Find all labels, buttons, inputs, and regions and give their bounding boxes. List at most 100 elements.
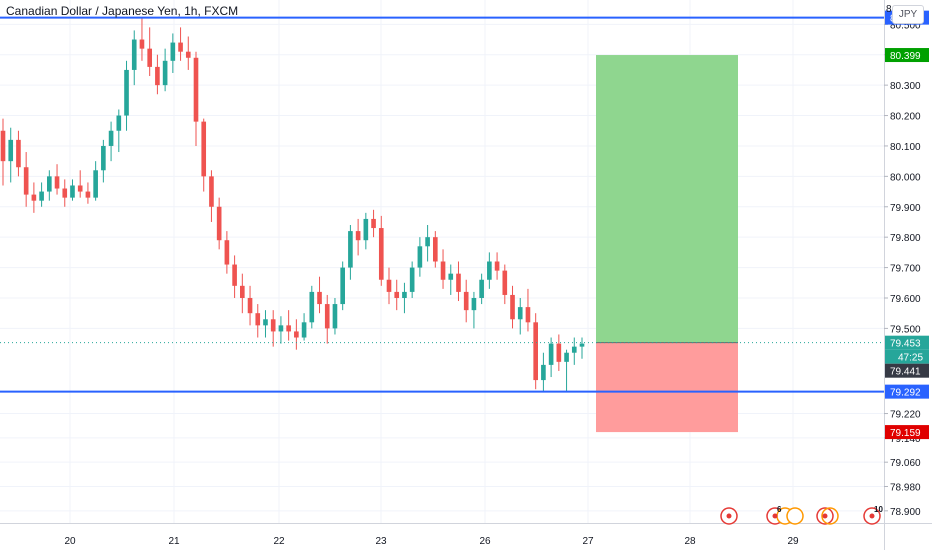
candle-body bbox=[170, 42, 176, 61]
candle-body bbox=[147, 48, 152, 67]
candle-body bbox=[386, 279, 392, 292]
candle-body bbox=[263, 319, 268, 326]
x-tick-label: 28 bbox=[684, 536, 696, 547]
candle-body bbox=[301, 322, 307, 338]
y-tick-label: 79.700 bbox=[890, 264, 921, 275]
y-tick-label: 80.300 bbox=[890, 81, 921, 92]
candle-body bbox=[510, 294, 515, 320]
x-tick-label: 23 bbox=[375, 536, 387, 547]
candle-body bbox=[70, 185, 75, 198]
position-loss-zone[interactable] bbox=[596, 342, 738, 433]
candle-body bbox=[124, 69, 129, 116]
candle-body bbox=[309, 291, 315, 323]
event-marker-dot bbox=[772, 513, 778, 519]
y-tick-label: 80.100 bbox=[890, 142, 921, 153]
candle-body bbox=[0, 130, 6, 162]
x-tick-label: 26 bbox=[479, 536, 491, 547]
last-price-label-bg bbox=[885, 335, 929, 350]
candle-body bbox=[240, 285, 245, 298]
candle-body bbox=[185, 51, 191, 58]
candle-body bbox=[564, 352, 569, 362]
candle-body bbox=[8, 139, 14, 162]
candle-body bbox=[409, 267, 415, 292]
candle-body bbox=[294, 331, 299, 338]
candle-body bbox=[332, 304, 338, 329]
event-marker-dot bbox=[726, 513, 732, 519]
currency-button[interactable]: JPY bbox=[892, 5, 924, 24]
candle-body bbox=[541, 364, 546, 381]
candle-body bbox=[16, 139, 21, 168]
candle-body bbox=[471, 297, 477, 311]
candle-body bbox=[116, 115, 122, 131]
candle-body bbox=[23, 167, 29, 195]
candle-body bbox=[108, 130, 114, 146]
countdown-label: 47:25 bbox=[898, 353, 923, 364]
candle-body bbox=[433, 237, 438, 262]
candle-body bbox=[448, 273, 454, 280]
candle-body bbox=[162, 60, 168, 86]
last-price-label: 79.453 bbox=[890, 339, 921, 350]
candle-body bbox=[463, 291, 469, 311]
candle-body bbox=[232, 264, 237, 286]
candle-body bbox=[224, 240, 230, 265]
x-tick-label: 21 bbox=[168, 536, 180, 547]
candle-body bbox=[216, 206, 222, 241]
candle-body bbox=[39, 191, 44, 201]
candle-body bbox=[440, 261, 446, 280]
candle-body bbox=[348, 231, 353, 268]
event-marker-dot bbox=[822, 513, 828, 519]
x-tick-label: 22 bbox=[273, 536, 285, 547]
event-marker-count: 6 bbox=[777, 505, 782, 514]
candle-body bbox=[286, 325, 291, 332]
y-tick-label: 80.000 bbox=[890, 172, 921, 183]
candle-body bbox=[278, 325, 284, 332]
candle-body bbox=[155, 66, 160, 86]
candle-body bbox=[77, 185, 83, 192]
x-tick-label: 29 bbox=[787, 536, 799, 547]
candle-body bbox=[363, 218, 369, 241]
candle-body bbox=[85, 191, 91, 198]
candle-body bbox=[525, 307, 531, 323]
countdown-bg bbox=[885, 349, 929, 364]
bid-price-bg bbox=[885, 363, 929, 378]
bid-price-label: 79.441 bbox=[890, 367, 921, 378]
candle-body bbox=[131, 39, 137, 70]
candle-body bbox=[31, 194, 37, 201]
candle-body bbox=[417, 246, 423, 268]
event-cluster-icon-tertiary[interactable] bbox=[786, 507, 804, 525]
horizontal-line-price-label: 79.292 bbox=[890, 388, 921, 399]
event-marker-ring bbox=[821, 507, 839, 525]
target-price-label-bg bbox=[885, 48, 929, 63]
candle-body bbox=[425, 237, 430, 247]
y-tick-label: 79.800 bbox=[890, 233, 921, 244]
candle-body bbox=[255, 313, 261, 326]
candle-body bbox=[355, 231, 361, 241]
candle-body bbox=[479, 279, 484, 298]
candle-body bbox=[548, 343, 554, 365]
candle-body bbox=[270, 319, 276, 332]
candle-body bbox=[394, 291, 400, 298]
position-profit-zone[interactable] bbox=[596, 55, 738, 343]
candle-body bbox=[62, 188, 68, 198]
candle-body bbox=[209, 176, 214, 207]
candle-body bbox=[517, 307, 523, 320]
y-tick-label: 80.200 bbox=[890, 112, 921, 123]
candle-body bbox=[47, 176, 52, 192]
candle-body bbox=[402, 291, 407, 298]
candle-body bbox=[54, 176, 60, 189]
y-tick-label: 78.980 bbox=[890, 483, 921, 494]
y-tick-label: 80.500 bbox=[890, 20, 921, 31]
y-tick-label-partial: 8 bbox=[886, 4, 892, 15]
target-price-label: 80.399 bbox=[890, 51, 921, 62]
candle-body bbox=[317, 291, 322, 305]
candle-body bbox=[93, 170, 98, 198]
y-tick-label: 78.900 bbox=[890, 507, 921, 518]
candle-body bbox=[556, 343, 562, 362]
candle-body bbox=[193, 57, 199, 122]
event-marker-dot bbox=[869, 513, 875, 519]
x-tick-label: 20 bbox=[64, 536, 76, 547]
candle-body bbox=[201, 121, 207, 177]
candle-body bbox=[487, 261, 492, 280]
candle-body bbox=[456, 273, 461, 292]
